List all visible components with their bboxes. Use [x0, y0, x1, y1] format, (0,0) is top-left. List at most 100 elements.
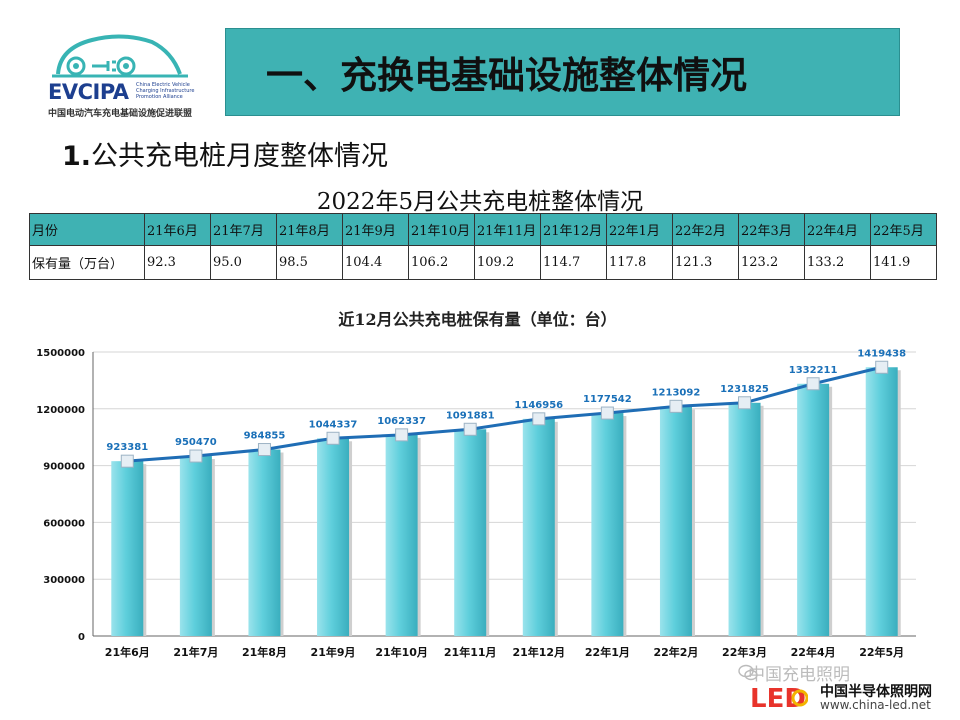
bar — [865, 367, 898, 636]
data-label: 984855 — [244, 431, 286, 442]
logo-name: EVCIPA — [48, 80, 129, 104]
y-tick-label: 1200000 — [36, 405, 85, 416]
bar — [248, 449, 281, 636]
table-title: 2022年5月公共充电桩整体情况 — [316, 189, 644, 215]
line-marker — [395, 428, 409, 442]
bar — [454, 429, 487, 636]
bar — [728, 402, 761, 636]
data-label: 1231825 — [720, 384, 769, 395]
table-cell: 121.3 — [672, 245, 739, 280]
data-label: 1419438 — [857, 348, 906, 359]
table-cell: 95.0 — [210, 245, 277, 280]
table-cell: 117.8 — [606, 245, 673, 280]
chart-title: 近12月公共充电桩保有量（单位：台） — [338, 310, 617, 329]
trend-line — [127, 365, 883, 463]
section-number: 1. — [62, 141, 92, 172]
bar — [522, 418, 555, 636]
wechat-icon — [738, 664, 758, 681]
bar — [179, 456, 212, 636]
line-marker — [600, 406, 614, 420]
svg-text:LED: LED — [750, 684, 806, 711]
line-marker — [875, 360, 889, 374]
table-header-cell: 21年6月 — [144, 213, 211, 246]
table-row-label: 保有量（万台） — [29, 245, 145, 280]
bar — [317, 438, 350, 636]
y-tick-label: 1500000 — [36, 348, 85, 359]
table-cell: 92.3 — [144, 245, 211, 280]
table-cell: 123.2 — [738, 245, 805, 280]
bar — [385, 434, 418, 636]
data-label: 1062337 — [377, 416, 426, 427]
x-tick-label: 21年7月 — [173, 645, 218, 659]
data-label: 1332211 — [789, 365, 838, 376]
data-label: 950470 — [175, 437, 217, 448]
y-tick-label: 300000 — [43, 575, 85, 586]
table-header-cell: 22年1月 — [606, 213, 673, 246]
x-tick-label: 21年12月 — [512, 645, 565, 659]
table-header-cell: 22年2月 — [672, 213, 739, 246]
site-name: 中国半导体照明网 — [820, 684, 932, 700]
table-cell: 114.7 — [540, 245, 607, 280]
table-header-cell: 22年3月 — [738, 213, 805, 246]
bar-chart: 0 300000 600000 900000 1200000 1500000 21年6月 21… — [36, 348, 916, 659]
table-header-cell: 21年12月 — [540, 213, 607, 246]
logo-subtitle-cn: 中国电动汽车充电基础设施促进联盟 — [48, 109, 193, 119]
table-cell: 106.2 — [408, 245, 475, 280]
table-cell: 109.2 — [474, 245, 541, 280]
slide-title: 一、充换电基础设施整体情况 — [266, 54, 747, 97]
line-marker — [738, 396, 752, 410]
x-tick-label: 21年10月 — [375, 645, 428, 659]
line-marker — [189, 449, 203, 463]
bar — [659, 406, 692, 636]
y-tick-label: 0 — [78, 632, 85, 643]
logo-subtitle-en: China Electric Vehicle Charging Infrastr… — [136, 82, 195, 100]
table-cell: 141.9 — [870, 245, 937, 280]
y-tick-label: 600000 — [43, 518, 85, 529]
table-header-cell: 21年11月 — [474, 213, 541, 246]
watermark-text: 中国充电照明 — [748, 665, 850, 685]
data-label: 923381 — [106, 442, 148, 453]
bar — [591, 413, 624, 636]
table-header-row: 月份 21年6月 21年7月 21年8月 21年9月 21年10月 21年11月 21年12… — [29, 213, 937, 246]
table-header-cell: 21年8月 — [276, 213, 343, 246]
section-heading: 1.公共充电桩月度整体情况 — [62, 134, 388, 173]
table-header-cell: 21年7月 — [210, 213, 277, 246]
site-url: www.china-led.net — [820, 698, 931, 712]
x-tick-label: 22年5月 — [859, 645, 904, 659]
data-label: 1177542 — [583, 394, 632, 405]
line-marker — [326, 431, 340, 445]
x-tick-label: 22年1月 — [585, 645, 630, 659]
line-marker — [532, 412, 546, 426]
table-header-cell: 22年5月 — [870, 213, 937, 246]
data-label: 1044337 — [309, 419, 358, 430]
table-header-cell: 22年4月 — [804, 213, 871, 246]
bar — [111, 461, 144, 636]
led-logo-icon: LED — [750, 684, 808, 711]
table-header-cell: 21年9月 — [342, 213, 409, 246]
x-tick-label: 22年3月 — [722, 645, 767, 659]
x-tick-label: 22年4月 — [791, 645, 836, 659]
line-marker — [806, 377, 820, 391]
line-marker — [257, 443, 271, 457]
x-tick-label: 21年9月 — [311, 645, 356, 659]
x-tick-label: 21年6月 — [105, 645, 150, 659]
y-tick-label: 900000 — [43, 462, 85, 473]
table-header-cell: 21年10月 — [408, 213, 475, 246]
line-marker — [120, 454, 134, 468]
line-marker — [463, 422, 477, 436]
x-tick-label: 21年8月 — [242, 645, 287, 659]
summary-table: 月份 21年6月 21年7月 21年8月 21年9月 21年10月 21年11月 21年12… — [29, 213, 937, 280]
data-label: 1146956 — [514, 400, 563, 411]
table-row-label: 月份 — [29, 213, 145, 246]
section-title: 公共充电桩月度整体情况 — [91, 141, 389, 172]
evcipa-logo-icon — [52, 34, 188, 78]
x-tick-label: 21年11月 — [444, 645, 497, 659]
line-marker — [669, 399, 683, 413]
bar — [797, 383, 830, 636]
table-row: 保有量（万台） 92.3 95.0 98.5 104.4 106.2 109.2 114.7… — [29, 245, 937, 280]
data-label: 1091881 — [446, 410, 495, 421]
data-label: 1213092 — [652, 387, 701, 398]
x-tick-label: 22年2月 — [653, 645, 698, 659]
table-cell: 104.4 — [342, 245, 409, 280]
table-cell: 98.5 — [276, 245, 343, 280]
